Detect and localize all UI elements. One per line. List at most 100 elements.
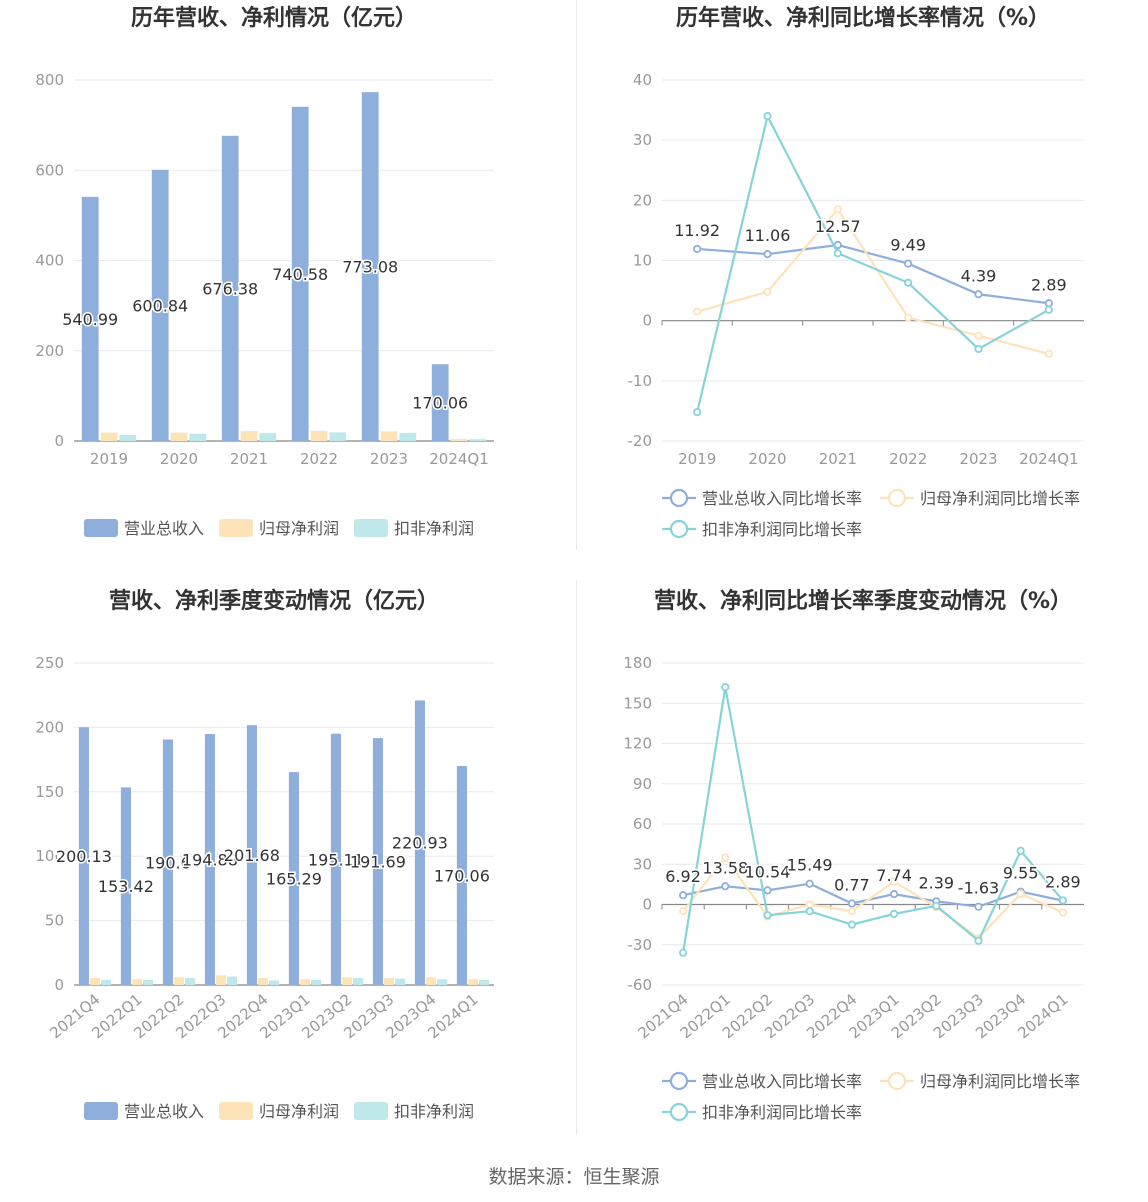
bar-deducted-profit[interactable] [119, 434, 137, 441]
legend-item[interactable]: 归母净利润同比增长率 [880, 488, 1080, 508]
bar-net-profit[interactable] [383, 977, 395, 985]
data-point[interactable] [1016, 846, 1025, 855]
legend-item[interactable]: 归母净利润 [219, 519, 339, 538]
bar-net-profit[interactable] [89, 977, 101, 985]
legend-item[interactable]: 扣非净利润同比增长率 [662, 519, 862, 539]
bar-deducted-profit[interactable] [227, 976, 238, 985]
data-point[interactable] [974, 290, 983, 299]
bar-deducted-profit[interactable] [329, 432, 347, 441]
bar-net-profit[interactable] [341, 977, 353, 985]
bar-revenue[interactable] [120, 787, 131, 985]
bar-revenue[interactable] [330, 733, 341, 985]
bar-deducted-profit[interactable] [395, 978, 406, 985]
bar-revenue[interactable] [361, 92, 379, 442]
data-point[interactable] [974, 936, 983, 945]
bar-revenue[interactable] [78, 727, 89, 985]
data-point[interactable] [721, 683, 730, 692]
data-point[interactable] [805, 879, 814, 888]
bar-net-profit[interactable] [173, 977, 185, 985]
data-point[interactable] [1058, 896, 1067, 905]
legend-item[interactable]: 营业总收入同比增长率 [662, 1071, 862, 1091]
bar-net-profit[interactable] [380, 431, 398, 441]
data-point[interactable] [1044, 299, 1053, 308]
bar-revenue[interactable] [414, 700, 425, 985]
legend-item[interactable]: 营业总收入 [84, 519, 204, 538]
bar-revenue[interactable] [288, 772, 299, 985]
data-point[interactable] [721, 853, 730, 862]
legend-item[interactable]: 营业总收入 [84, 1102, 204, 1121]
bar-deducted-profit[interactable] [143, 979, 154, 985]
data-point[interactable] [805, 900, 814, 909]
bar-net-profit[interactable] [299, 979, 311, 985]
bar-deducted-profit[interactable] [185, 977, 196, 985]
bar-revenue[interactable] [162, 739, 173, 985]
data-point[interactable] [721, 882, 730, 891]
bar-revenue[interactable] [204, 733, 215, 985]
data-point[interactable] [889, 890, 899, 899]
bar-revenue[interactable] [456, 765, 467, 985]
data-point[interactable] [1044, 349, 1053, 358]
bar-deducted-profit[interactable] [269, 980, 280, 985]
data-point[interactable] [889, 877, 899, 886]
bar-net-profit[interactable] [467, 979, 479, 985]
data-point[interactable] [693, 307, 702, 316]
bar-deducted-profit[interactable] [469, 439, 487, 441]
bar-deducted-profit[interactable] [101, 979, 112, 985]
bar-revenue[interactable] [151, 169, 169, 441]
bar-revenue[interactable] [291, 106, 309, 441]
data-point[interactable] [693, 244, 702, 254]
data-point[interactable] [974, 902, 983, 911]
data-point[interactable] [679, 948, 688, 957]
bar-deducted-profit[interactable] [399, 432, 417, 441]
data-point[interactable] [679, 907, 688, 916]
data-point[interactable] [763, 911, 772, 920]
data-point[interactable] [904, 259, 913, 268]
data-point[interactable] [805, 907, 814, 916]
bar-net-profit[interactable] [170, 432, 188, 441]
bar-deducted-profit[interactable] [259, 433, 277, 441]
legend-item[interactable]: 归母净利润 [219, 1102, 339, 1121]
data-point[interactable] [679, 891, 688, 900]
legend-item[interactable]: 扣非净利润 [354, 1102, 474, 1121]
data-point[interactable] [1016, 889, 1025, 898]
data-point[interactable] [1044, 305, 1053, 314]
bar-revenue[interactable] [246, 725, 257, 985]
data-point[interactable] [847, 907, 856, 916]
data-point[interactable] [847, 920, 856, 929]
data-point[interactable] [833, 249, 842, 258]
data-point[interactable] [693, 408, 702, 417]
legend-item[interactable]: 归母净利润同比增长率 [880, 1071, 1080, 1091]
data-point[interactable] [974, 344, 983, 354]
data-point[interactable] [763, 250, 772, 259]
bar-deducted-profit[interactable] [479, 979, 490, 985]
bar-net-profit[interactable] [450, 438, 468, 441]
bar-net-profit[interactable] [131, 979, 143, 985]
data-point[interactable] [889, 909, 899, 918]
bar-revenue[interactable] [81, 196, 99, 441]
bar-net-profit[interactable] [240, 431, 258, 441]
data-point[interactable] [904, 278, 913, 287]
data-point[interactable] [974, 331, 983, 340]
legend-item[interactable]: 扣非净利润 [354, 519, 474, 538]
bar-deducted-profit[interactable] [311, 979, 322, 985]
data-point[interactable] [1058, 908, 1067, 917]
data-point[interactable] [847, 899, 856, 908]
bar-deducted-profit[interactable] [353, 977, 364, 985]
data-point[interactable] [904, 313, 913, 322]
bar-net-profit[interactable] [310, 430, 328, 441]
bar-revenue[interactable] [372, 738, 383, 985]
bar-revenue[interactable] [221, 135, 239, 442]
data-point[interactable] [932, 901, 941, 910]
bar-net-profit[interactable] [257, 977, 269, 985]
data-point[interactable] [763, 112, 772, 121]
data-point[interactable] [763, 886, 772, 895]
bar-deducted-profit[interactable] [437, 979, 448, 985]
bar-revenue[interactable] [431, 364, 449, 441]
legend-item[interactable]: 扣非净利润同比增长率 [662, 1102, 862, 1122]
bar-net-profit[interactable] [215, 975, 227, 985]
data-point[interactable] [833, 205, 842, 214]
legend-item[interactable]: 营业总收入同比增长率 [662, 488, 862, 508]
bar-deducted-profit[interactable] [189, 433, 207, 441]
bar-net-profit[interactable] [100, 432, 118, 441]
bar-net-profit[interactable] [425, 977, 437, 985]
